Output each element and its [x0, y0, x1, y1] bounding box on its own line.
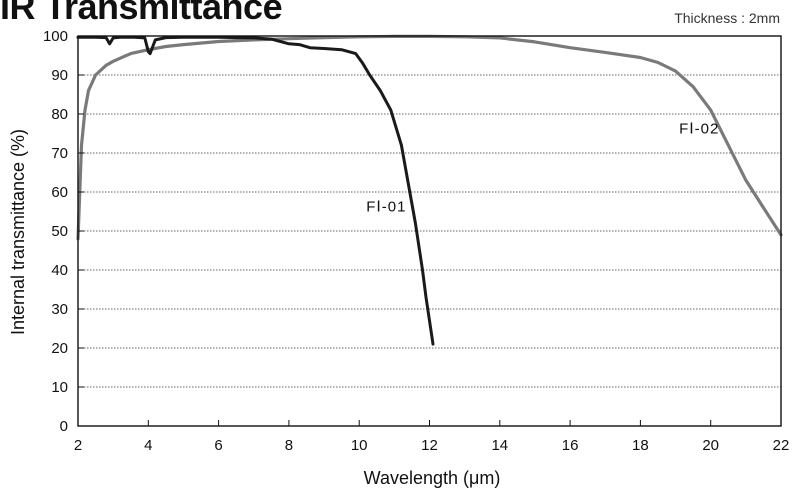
x-tick-label: 10: [351, 437, 368, 454]
x-tick-label: 14: [491, 437, 508, 454]
y-tick-label: 90: [51, 67, 68, 84]
y-tick-label: 30: [51, 301, 68, 318]
x-tick-labels: 2 4 6 8 10 12 14 16 18 20 22: [74, 437, 790, 454]
x-tick-label: 8: [285, 437, 293, 454]
x-tick-label: 4: [144, 437, 152, 454]
x-tick-label: 16: [562, 437, 579, 454]
series-label-fl-02: FⅠ-02: [679, 121, 719, 138]
y-tick-label: 40: [51, 262, 68, 279]
x-tick-label: 6: [214, 437, 222, 454]
x-tick-label: 22: [773, 437, 790, 454]
plot-frame: [77, 35, 782, 427]
y-tick-label: 10: [51, 379, 68, 396]
x-tick-label: 18: [632, 437, 649, 454]
y-tick-label: 70: [51, 145, 68, 162]
chart-title: IR Transmittance: [0, 0, 283, 27]
thickness-note: Thickness : 2mm: [674, 10, 780, 26]
x-tick-label: 12: [421, 437, 438, 454]
series-lines: [76, 34, 783, 346]
grid-lines: [78, 74, 781, 388]
y-tick-label: 50: [51, 223, 68, 240]
series-line-fl-02: [76, 34, 783, 241]
y-tick-label: 0: [60, 418, 68, 435]
series-line-fl-01: [76, 35, 435, 346]
y-tick-label: 80: [51, 106, 68, 123]
series-labels: FⅠ-01 FⅠ-02: [366, 121, 719, 216]
x-tick-label: 2: [74, 437, 82, 454]
plot-border: [77, 35, 782, 427]
y-tick-label: 60: [51, 184, 68, 201]
y-tick-label: 100: [43, 28, 68, 45]
y-axis-label: Internal transmittance (%): [8, 129, 28, 335]
y-tick-labels: 0 10 20 30 40 50 60 70 80 90 100: [43, 28, 68, 435]
series-label-fl-01: FⅠ-01: [366, 199, 406, 216]
x-axis-label: Wavelength (μm): [364, 468, 501, 488]
y-tick-label: 20: [51, 340, 68, 357]
x-tick-label: 20: [702, 437, 719, 454]
